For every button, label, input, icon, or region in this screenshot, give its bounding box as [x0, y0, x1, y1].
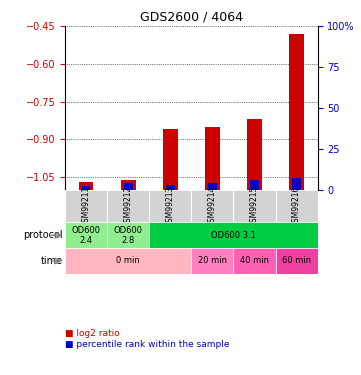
FancyBboxPatch shape — [65, 222, 107, 248]
Text: GSM99216: GSM99216 — [292, 185, 301, 227]
Text: 40 min: 40 min — [240, 256, 269, 265]
Text: GSM99211: GSM99211 — [82, 185, 91, 226]
FancyBboxPatch shape — [234, 248, 275, 274]
FancyBboxPatch shape — [234, 190, 275, 222]
Text: OD600
2.8: OD600 2.8 — [114, 225, 143, 245]
Bar — [121, 180, 135, 190]
Bar — [289, 34, 304, 190]
Bar — [208, 183, 217, 190]
Text: 60 min: 60 min — [282, 256, 311, 265]
Text: OD600 3.1: OD600 3.1 — [211, 231, 256, 240]
FancyBboxPatch shape — [65, 190, 107, 222]
FancyBboxPatch shape — [275, 190, 318, 222]
FancyBboxPatch shape — [149, 222, 318, 248]
FancyBboxPatch shape — [191, 248, 234, 274]
Bar — [163, 129, 178, 190]
FancyBboxPatch shape — [149, 190, 191, 222]
Bar — [247, 119, 262, 190]
FancyBboxPatch shape — [275, 248, 318, 274]
Bar — [205, 127, 220, 190]
Text: GSM99215: GSM99215 — [250, 185, 259, 227]
Title: GDS2600 / 4064: GDS2600 / 4064 — [140, 11, 243, 24]
FancyBboxPatch shape — [65, 248, 191, 274]
Bar — [82, 186, 91, 190]
Bar — [166, 185, 175, 190]
Text: protocol: protocol — [23, 230, 63, 240]
Bar — [250, 180, 259, 190]
Bar — [124, 183, 132, 190]
FancyBboxPatch shape — [191, 190, 234, 222]
Text: ■ log2 ratio: ■ log2 ratio — [65, 328, 120, 338]
Bar — [79, 182, 93, 190]
Text: OD600
2.4: OD600 2.4 — [71, 225, 100, 245]
Text: GSM99214: GSM99214 — [208, 185, 217, 227]
Text: GSM99213: GSM99213 — [166, 185, 175, 227]
FancyBboxPatch shape — [107, 222, 149, 248]
Text: ■ percentile rank within the sample: ■ percentile rank within the sample — [65, 340, 230, 349]
Text: time: time — [41, 256, 63, 266]
Text: GSM99212: GSM99212 — [124, 185, 132, 226]
FancyBboxPatch shape — [107, 190, 149, 222]
Text: 0 min: 0 min — [116, 256, 140, 265]
Bar — [292, 178, 301, 190]
Text: 20 min: 20 min — [198, 256, 227, 265]
